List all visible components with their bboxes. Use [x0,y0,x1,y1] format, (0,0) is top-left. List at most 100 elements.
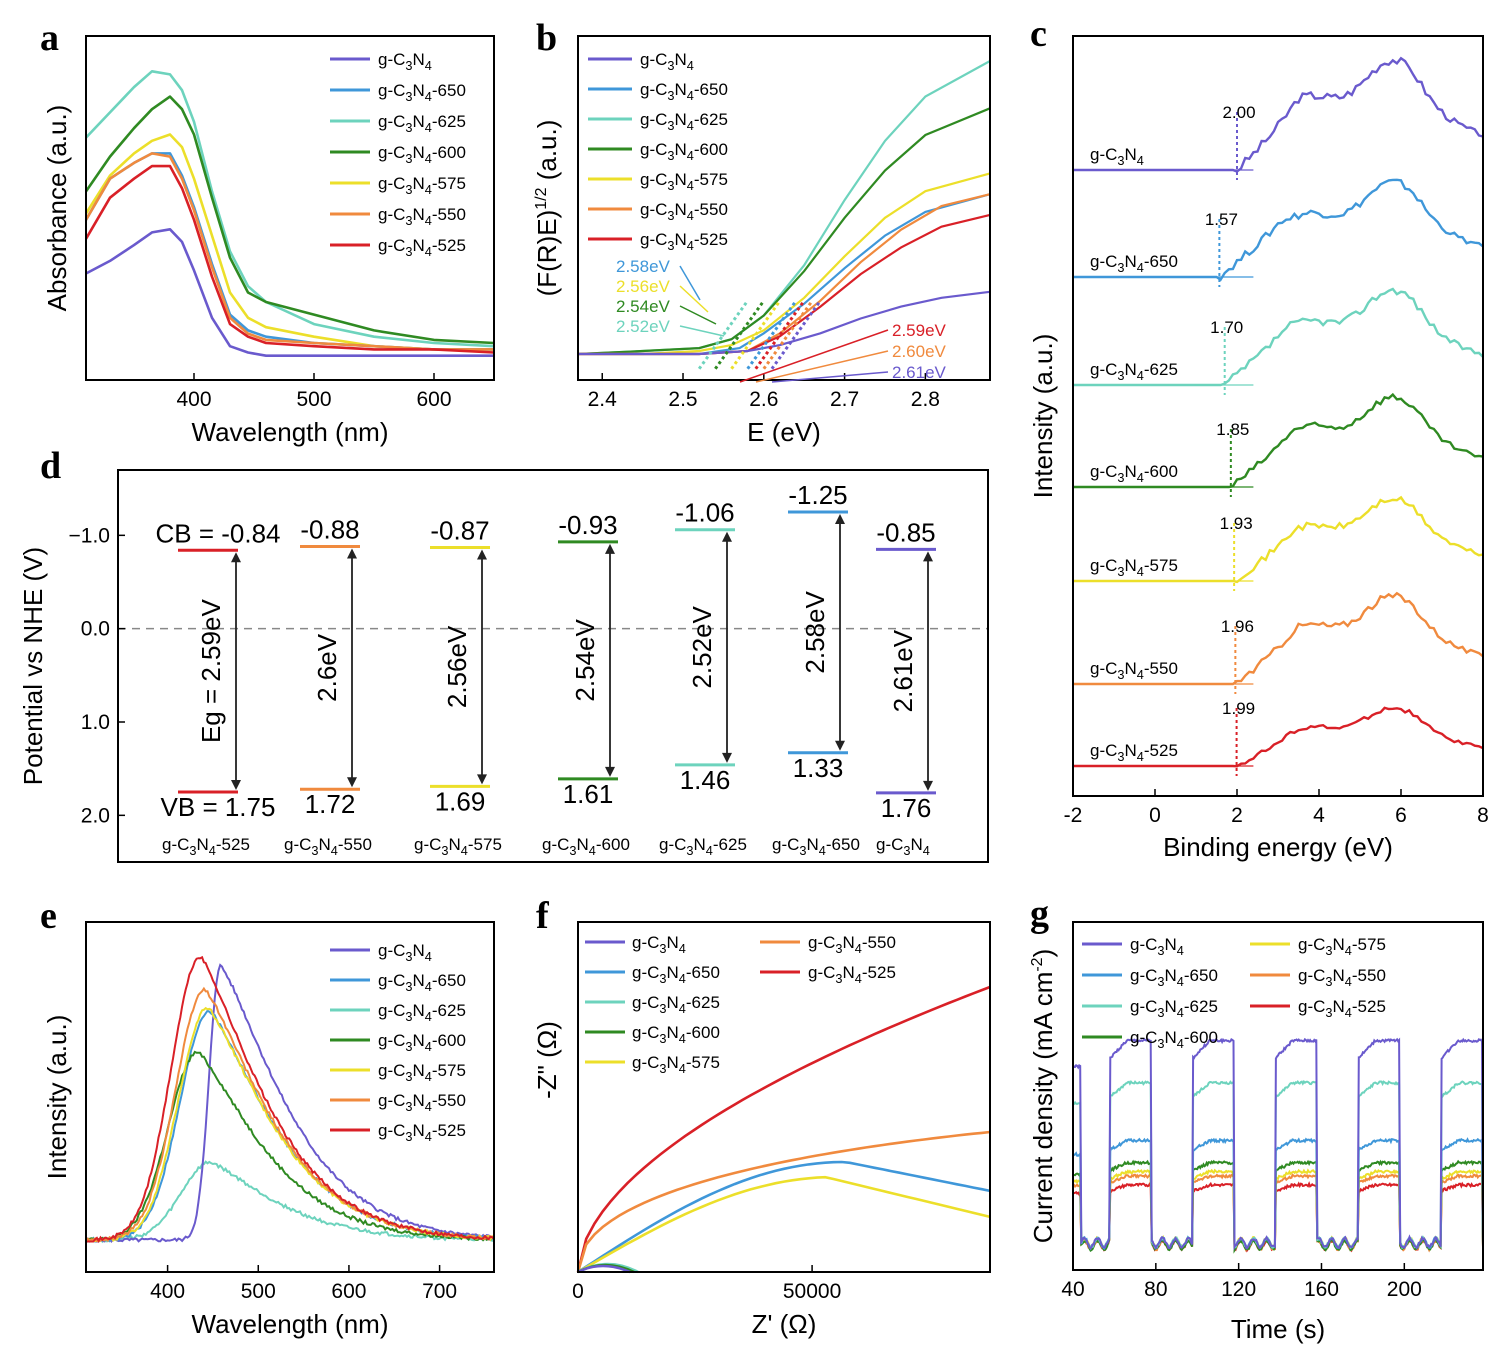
band-gap-arrow-g-C3N4-525 [739,329,889,383]
panel-a-frame [85,35,495,381]
panel-e-legend-label: g-C3N4-525 [378,1121,466,1144]
gap-label-g-C3N4-525: Eg = 2.59eV [196,599,226,743]
panel-b-legend-label: g-C3N4-650 [640,80,728,103]
panel-c-frame [1072,35,1484,797]
panel-g-ylabel: Current density (mA cm-2) [1028,949,1058,1244]
band-gap-arrow-g-C3N4-575 [679,285,709,313]
panel-label-c: c [1030,13,1047,55]
pl-line-g-C3N4 [85,963,495,1243]
edge-value-g-C3N4-600: 1.85 [1216,420,1249,439]
cb-label-g-C3N4-600: -0.93 [558,510,617,540]
tangent-line-g-C3N4 [770,299,822,370]
panel-a-legend-label: g-C3N4 [378,50,432,73]
panel-g-legend-label: g-C3N4 [1130,935,1184,958]
series-line-g-C3N4-625 [85,70,495,348]
panel-f-legend-label: g-C3N4-550 [808,933,896,956]
sample-label-g-C3N4: g-C3N4 [876,835,930,858]
curve-label-g-C3N4-575: g-C3N4-575 [1090,556,1178,579]
panel-b-x-tick-label: 2.5 [668,388,697,411]
nyquist-arc-g-C3N4 [577,1264,631,1274]
panel-f-xlabel: Z' (Ω) [752,1309,817,1339]
panel-b-legend-label: g-C3N4-525 [640,230,728,253]
pl-line-g-C3N4-525 [85,955,495,1244]
panel-e-x-tick-label: 500 [241,1280,276,1303]
photocurrent-line-g-C3N4-650 [1072,1137,1484,1251]
gap-arrowhead-down-g-C3N4-650 [835,740,845,751]
gap-arrowhead-up-g-C3N4-575 [477,549,487,560]
panel-f-ylabel: -Z" (Ω) [532,1021,562,1099]
gap-arrowhead-down-g-C3N4-550 [347,777,357,788]
edge-value-g-C3N4-525: 1.99 [1222,699,1255,718]
band-gap-arrow-g-C3N4-650 [679,265,701,301]
panel-c-x-tick-label: 8 [1477,804,1489,827]
vb-xps-line-g-C3N4-650 [1073,178,1484,282]
gap-arrowhead-down-g-C3N4-600 [605,766,615,777]
panel-e-x-tick-label: 600 [331,1280,366,1303]
panel-b-x-tick-label: 2.7 [830,388,859,411]
vb-xps-line-g-C3N4 [1073,56,1484,173]
vb-xps-line-g-C3N4-600 [1073,392,1484,489]
panel-b-legend-label: g-C3N4-550 [640,200,728,223]
panel-g-legend-label: g-C3N4-550 [1298,966,1386,989]
tangent-line-g-C3N4-575 [730,299,782,370]
edge-value-g-C3N4-650: 1.57 [1205,210,1238,229]
pl-line-g-C3N4-625 [86,1160,494,1244]
panel-g-frame [1072,921,1484,1271]
nyquist-line-g-C3N4-575 [577,1175,991,1274]
panel-e-x-tick-label: 700 [422,1280,457,1303]
gap-arrowhead-down-g-C3N4-625 [722,752,732,763]
panel-c-x-tick-label: 0 [1149,804,1161,827]
vb-label-g-C3N4-625: 1.46 [680,765,731,795]
sample-label-g-C3N4-600: g-C3N4-600 [542,835,630,858]
vb-xps-line-g-C3N4-550 [1073,591,1484,686]
panel-label-f: f [536,895,550,937]
photocurrent-line-g-C3N4-600 [1073,1159,1484,1254]
panel-g-legend-label: g-C3N4-600 [1130,1028,1218,1051]
panel-e-x-tick-label: 400 [150,1280,185,1303]
band-gap-arrow-g-C3N4-550 [755,350,889,383]
panel-d-y-tick-label: 1.0 [81,711,110,734]
gap-label-g-C3N4-575: 2.56eV [442,625,472,708]
vb-xps-line-g-C3N4-525 [1073,706,1484,768]
panel-e-legend-label: g-C3N4-625 [378,1001,466,1024]
gap-arrowhead-down-g-C3N4-525 [231,780,241,790]
panel-e-legend-label: g-C3N4 [378,941,432,964]
band-gap-label-g-C3N4: 2.61eV [892,363,947,382]
panel-c-x-tick-label: 6 [1395,804,1407,827]
vb-label-g-C3N4-550: 1.72 [305,789,356,819]
vb-label-g-C3N4-575: 1.69 [435,786,486,816]
vb-label-g-C3N4: 1.76 [881,793,932,823]
panel-a-legend-label: g-C3N4-600 [378,143,466,166]
curve-label-g-C3N4-650: g-C3N4-650 [1090,252,1178,275]
panel-f-legend-label: g-C3N4 [632,933,686,956]
gap-label-g-C3N4-550: 2.6eV [312,633,342,702]
curve-label-g-C3N4: g-C3N4 [1090,145,1144,168]
cb-label-g-C3N4-625: -1.06 [675,498,734,528]
band-gap-label-g-C3N4-575: 2.56eV [616,277,671,296]
gap-arrowhead-down-g-C3N4 [923,780,933,791]
panel-f-x-tick-label: 0 [572,1280,584,1303]
panel-a-xlabel: Wavelength (nm) [192,417,389,447]
tangent-line-g-C3N4-600 [714,299,766,370]
panel-a-legend-label: g-C3N4-575 [378,174,466,197]
panel-f-legend-label: g-C3N4-525 [808,963,896,986]
panel-g-x-tick-label: 120 [1221,1278,1256,1301]
nyquist-line-g-C3N4-525 [576,985,991,1273]
series-line-g-C3N4-600 [84,95,495,345]
panel-b-x-tick-label: 2.6 [749,388,778,411]
vb-xps-line-g-C3N4-625 [1073,287,1484,387]
cb-label-g-C3N4: -0.85 [876,517,935,547]
band-gap-arrow-g-C3N4-625 [679,325,725,337]
vb-label-g-C3N4-525: VB = 1.75 [161,792,276,822]
panel-label-e: e [40,895,57,937]
panel-f-legend-label: g-C3N4-575 [632,1053,720,1076]
curve-label-g-C3N4-625: g-C3N4-625 [1090,360,1178,383]
vb-xps-line-g-C3N4-575 [1073,495,1484,584]
panel-b-frame [577,35,991,381]
pl-line-g-C3N4-600 [85,1050,495,1242]
panel-e-frame [85,921,495,1273]
band-gap-label-g-C3N4-600: 2.54eV [616,297,671,316]
series-line-g-C3N4-575 [578,172,991,356]
panel-c-x-tick-label: 2 [1231,804,1243,827]
sample-label-g-C3N4-650: g-C3N4-650 [772,835,860,858]
